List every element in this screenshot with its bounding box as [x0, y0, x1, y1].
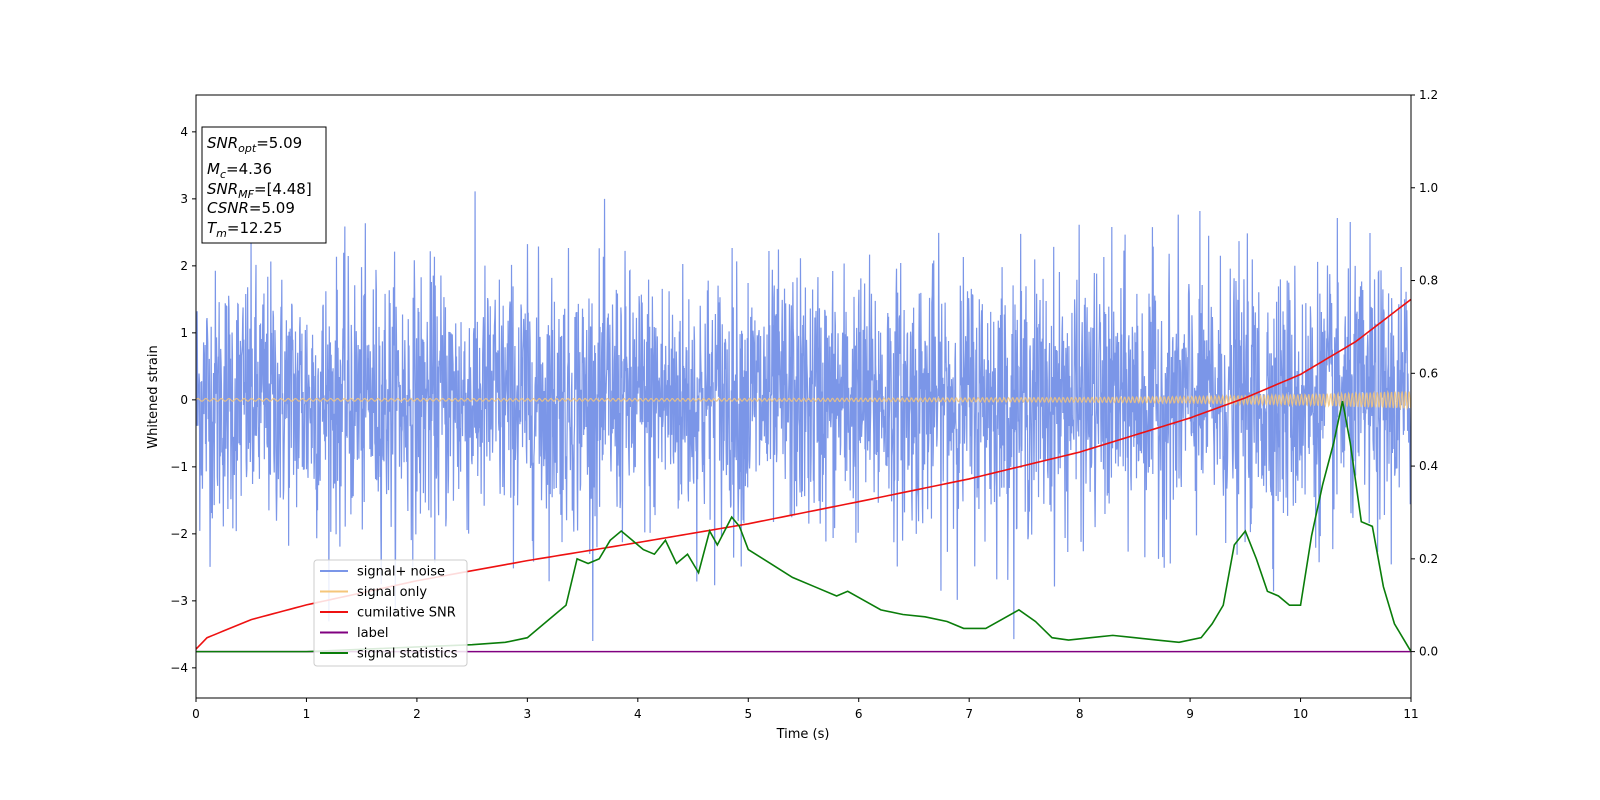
y2-tick-label: 0.2 — [1419, 552, 1438, 566]
x-tick-label: 11 — [1403, 707, 1418, 721]
x-tick-label: 2 — [413, 707, 421, 721]
series-signal-only-line — [196, 389, 1411, 411]
y-tick-label: 2 — [180, 259, 188, 273]
legend-label: cumilative SNR — [357, 606, 456, 621]
axes-frame — [195, 94, 1412, 699]
x-tick-label: 6 — [855, 707, 863, 721]
x-tick-label: 1 — [303, 707, 311, 721]
y2-tick-label: 1.0 — [1419, 181, 1438, 195]
y2-tick-label: 1.2 — [1419, 88, 1438, 102]
legend-label: signal+ noise — [357, 565, 445, 580]
y2-tick-label: 0.6 — [1419, 366, 1438, 380]
legend-label: signal only — [357, 585, 427, 600]
x-tick-label: 4 — [634, 707, 642, 721]
legend: signal+ noise signal only cumilative SNR la… — [313, 559, 468, 667]
legend-label: label — [357, 626, 388, 641]
ticks: 0 1 2 3 4 5 6 7 8 9 10 11 −4 −3 −2 −1 0 1 2 3 4 0.0 0.2 0.4 0.6 0… — [170, 88, 1438, 721]
x-tick-label: 10 — [1293, 707, 1308, 721]
x-tick-label: 9 — [1186, 707, 1194, 721]
y-tick-label: 0 — [180, 393, 188, 407]
series-signal-statistics-line — [196, 400, 1411, 653]
stats-line: Mc=4.36 — [207, 160, 272, 181]
x-tick-label: 0 — [192, 707, 200, 721]
y-tick-label: 1 — [180, 326, 188, 340]
x-tick-label: 7 — [965, 707, 973, 721]
y-tick-label: 4 — [180, 125, 188, 139]
stats-box-frame — [201, 126, 327, 244]
stats-line: SNRMF=[4.48] — [207, 180, 312, 201]
y2-tick-label: 0.0 — [1419, 645, 1438, 659]
legend-label: signal statistics — [357, 647, 458, 662]
x-tick-label: 3 — [524, 707, 532, 721]
series-signal-noise-line — [196, 191, 1411, 642]
y-tick-label: 3 — [180, 192, 188, 206]
y-tick-label: −3 — [170, 594, 188, 608]
y2-tick-label: 0.8 — [1419, 274, 1438, 288]
y-tick-label: −2 — [170, 527, 188, 541]
legend-frame — [313, 559, 468, 667]
stats-line: SNRopt=5.09 — [207, 134, 302, 155]
x-tick-label: 5 — [744, 707, 752, 721]
x-tick-label: 8 — [1076, 707, 1084, 721]
y-axis-label: Whitened strain — [146, 345, 161, 448]
x-axis-label: Time (s) — [776, 727, 830, 742]
stats-line: Tm=12.25 — [207, 219, 282, 240]
y2-tick-label: 0.4 — [1419, 459, 1438, 473]
stats-line: CSNR=5.09 — [207, 199, 295, 217]
y-tick-label: −1 — [170, 460, 188, 474]
y-tick-label: −4 — [170, 661, 188, 675]
